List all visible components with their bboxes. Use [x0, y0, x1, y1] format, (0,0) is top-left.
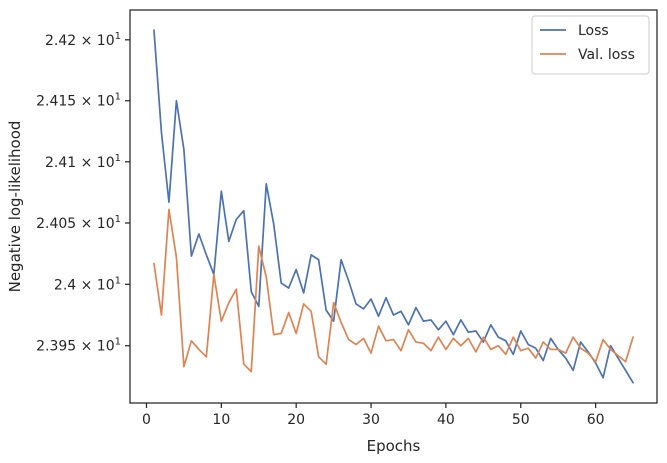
- x-tick-label: 20: [287, 412, 305, 428]
- y-tick-label: 2.395 × 101: [36, 337, 121, 355]
- x-tick-label: 50: [512, 412, 530, 428]
- plot-frame: [129, 9, 658, 404]
- x-tick-label: 0: [142, 412, 151, 428]
- y-tick-label: 2.415 × 101: [36, 92, 121, 110]
- x-tick-label: 40: [437, 412, 455, 428]
- series-layer: [153, 29, 634, 384]
- plot-area: [129, 9, 658, 404]
- y-tick-label: 2.405 × 101: [36, 214, 121, 232]
- y-axis-title: Negative log-likelihood: [6, 121, 24, 293]
- y-tick-label: 2.42 × 101: [45, 31, 121, 49]
- series-line-1: [153, 29, 634, 384]
- legend: Loss Val. loss: [531, 15, 650, 75]
- y-axis: 2.395 × 101 2.4 × 101 2.405 × 101 2.41 × 10…: [36, 31, 130, 355]
- y-tick-label: 2.4 × 101: [54, 275, 121, 293]
- x-axis: 0 10 20 30 40 50 60: [142, 403, 605, 428]
- x-tick-label: 10: [212, 412, 230, 428]
- y-tick-label: 2.41 × 101: [45, 153, 121, 171]
- x-tick-label: 60: [587, 412, 605, 428]
- series-line-2: [153, 208, 634, 373]
- legend-label-2: Val. loss: [578, 47, 635, 63]
- x-tick-label: 30: [362, 412, 380, 428]
- x-axis-title: Epochs: [367, 437, 421, 455]
- legend-label-1: Loss: [578, 23, 609, 39]
